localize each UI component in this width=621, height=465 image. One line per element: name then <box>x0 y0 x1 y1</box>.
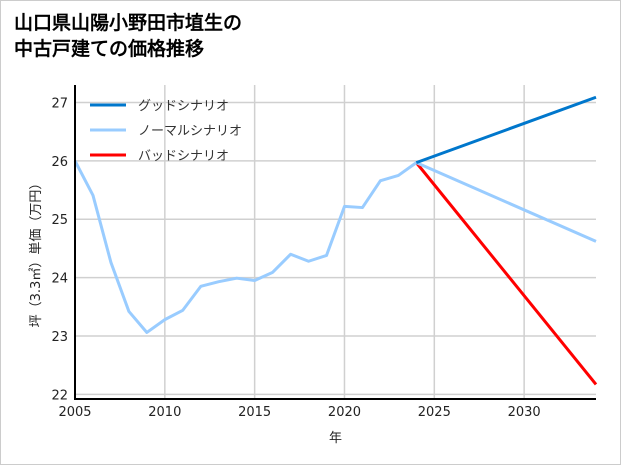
x-tick-label: 2015 <box>238 405 271 420</box>
legend-label: ノーマルシナリオ <box>138 124 242 139</box>
x-tick-label: 2030 <box>508 405 541 420</box>
series-line <box>415 95 597 165</box>
legend-label: バッドシナリオ <box>138 149 229 164</box>
y-tick-label: 25 <box>51 213 68 228</box>
chart-title: 山口県山陽小野田市埴生の 中古戸建ての価格推移 <box>14 12 243 60</box>
y-tick-label: 26 <box>51 155 68 170</box>
y-tick-label: 22 <box>51 388 68 403</box>
x-tick-label: 2010 <box>148 405 181 420</box>
x-tick-label: 2025 <box>418 405 451 420</box>
legend-label: グッドシナリオ <box>138 99 229 114</box>
series-line <box>73 160 597 334</box>
series-line <box>415 161 598 386</box>
y-tick-label: 24 <box>51 272 68 287</box>
x-tick-label: 2005 <box>58 405 91 420</box>
x-tick-label: 2020 <box>328 405 361 420</box>
y-tick-label: 23 <box>51 330 68 345</box>
y-tick-label: 27 <box>51 97 68 112</box>
x-axis-label: 年 <box>329 431 342 446</box>
y-axis-label: 坪（3.3㎡）単価（万円） <box>28 177 44 328</box>
